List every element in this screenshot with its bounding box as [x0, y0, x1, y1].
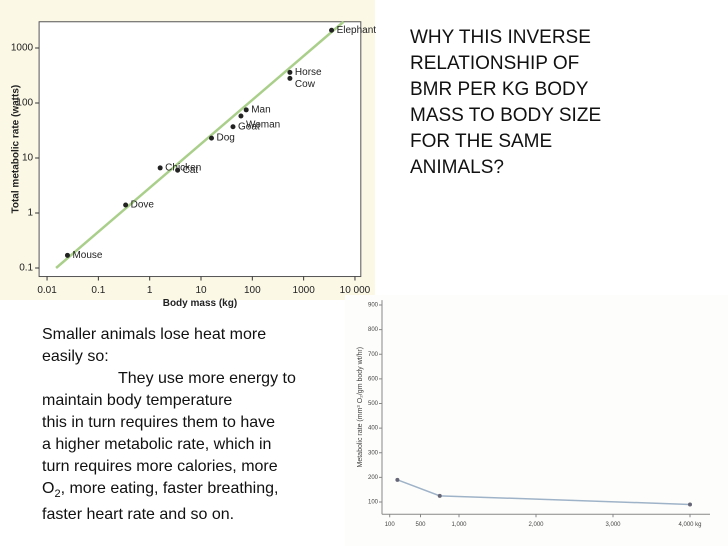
point: [157, 165, 163, 171]
point-label: Mouse: [72, 250, 102, 261]
y-tick-label: 900: [368, 303, 379, 309]
text-run: O: [42, 480, 54, 497]
text-run: , more eating, faster breathing,: [61, 480, 279, 497]
question-line: WHY THIS INVERSE: [410, 27, 591, 48]
question-line: FOR THE SAME: [410, 131, 552, 152]
body-line: easily so:: [42, 348, 109, 365]
x-tick-label: 100: [385, 522, 396, 528]
y-tick-label: 0.1: [19, 263, 33, 274]
body-line: a higher metabolic rate, which in: [42, 436, 271, 453]
point-label: Goat: [238, 121, 260, 132]
y-tick-label: 400: [368, 426, 379, 432]
plot-area: [38, 21, 362, 278]
point: [175, 167, 181, 173]
x-tick-label: 1000: [293, 285, 316, 296]
point: [64, 252, 70, 258]
body-line: this in turn requires them to have: [42, 414, 275, 431]
x-tick-label: 1,000: [451, 522, 467, 528]
point: [208, 135, 214, 141]
question-line: BMR PER KG BODY: [410, 79, 589, 100]
body-text: Smaller animals lose heat more easily so:…: [42, 326, 296, 523]
body-line: maintain body temperature: [42, 392, 232, 409]
point: [287, 75, 293, 81]
y-tick-label: 10: [22, 153, 34, 164]
question-line: ANIMALS?: [410, 157, 504, 178]
x-tick-label: 3,000: [605, 522, 621, 528]
x-axis-label: Body mass (kg): [163, 298, 237, 309]
chart-background: [345, 295, 728, 546]
y-tick-label: 100: [368, 500, 379, 506]
point-label: Chicken: [165, 163, 201, 174]
point: [395, 477, 400, 482]
point: [329, 27, 335, 33]
x-tick-label: 4,000 kg: [678, 522, 701, 528]
point: [243, 107, 249, 113]
y-tick-label: 1: [28, 208, 34, 219]
question-line: RELATIONSHIP OF: [410, 53, 579, 74]
y-axis-label: Metabolic rate (mm³ O₂/gm body wt/hr): [357, 347, 364, 468]
y-tick-label: 700: [368, 352, 379, 358]
point: [123, 202, 129, 208]
point-label: Cat: [183, 165, 199, 176]
point-label: Dove: [131, 200, 155, 211]
body-line: O2, more eating, faster breathing,: [42, 480, 278, 500]
y-axis-label: Total metabolic rate (watts): [11, 85, 22, 214]
body-line: Smaller animals lose heat more: [42, 326, 266, 343]
point: [238, 113, 244, 119]
point: [230, 124, 236, 130]
trend-line: [55, 20, 345, 269]
y-tick-label: 1000: [11, 43, 34, 54]
body-line: They use more energy to: [118, 370, 296, 387]
point: [437, 493, 442, 498]
x-tick-label: 10: [195, 285, 207, 296]
point-label: Horse: [295, 67, 322, 78]
x-tick-label: 500: [415, 522, 426, 528]
x-tick-label: 10 000: [340, 285, 371, 296]
y-tick-label: 500: [368, 401, 379, 407]
subscript: 2: [54, 488, 60, 500]
y-tick-label: 600: [368, 376, 379, 382]
x-tick-label: 100: [244, 285, 261, 296]
x-tick-label: 1: [147, 285, 153, 296]
y-tick-label: 300: [368, 450, 379, 456]
point-label: Dog: [216, 133, 234, 144]
point-label: Elephant: [337, 25, 377, 36]
question-line: MASS TO BODY SIZE: [410, 105, 601, 126]
y-tick-label: 800: [368, 327, 379, 333]
point-label: Woman: [246, 120, 280, 131]
x-tick-label: 2,000: [528, 522, 544, 528]
y-tick-label: 200: [368, 475, 379, 481]
point: [688, 502, 692, 507]
question: WHY THIS INVERSE RELATIONSHIP OF BMR PER K…: [410, 27, 601, 178]
body-line: turn requires more calories, more: [42, 458, 278, 475]
x-tick-label: 0.01: [37, 285, 57, 296]
body-line: faster heart rate and so on.: [42, 506, 234, 523]
y-tick-label: 100: [16, 98, 33, 109]
point: [287, 69, 293, 75]
point-label: Cow: [295, 79, 316, 90]
point-label: Man: [251, 105, 270, 116]
x-tick-label: 0.1: [91, 285, 105, 296]
